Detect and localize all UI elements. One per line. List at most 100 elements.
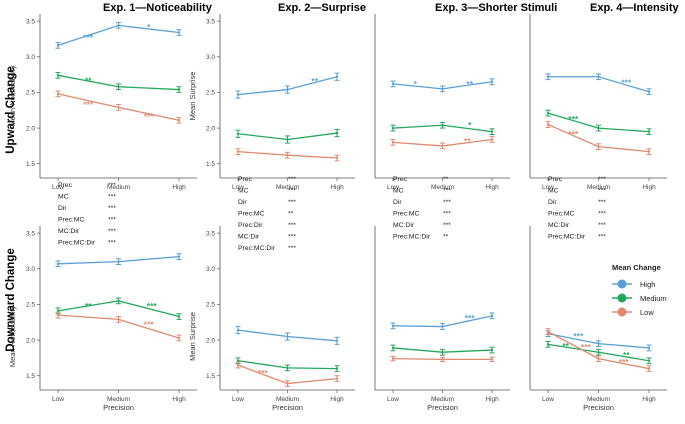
data-point xyxy=(56,92,60,96)
panel-0-0: Exp. 1—Noticeability 1.5 2.0 2.5 3.0 3.5 Low Me… xyxy=(8,2,213,247)
stat-term: MC xyxy=(238,188,249,195)
y-tick-label: 1.5 xyxy=(26,373,35,380)
x-axis-label: Precision xyxy=(103,403,134,412)
y-axis-label: Mean Surprise xyxy=(188,72,197,121)
x-tick-label: Medium xyxy=(587,396,610,403)
x-tick-label: Low xyxy=(387,396,399,403)
data-point xyxy=(647,150,651,153)
data-point xyxy=(391,357,395,360)
y-tick-label: 2.5 xyxy=(206,302,215,309)
significance-marker: *** xyxy=(581,342,592,352)
data-point xyxy=(56,309,60,313)
y-tick-label: 2.0 xyxy=(206,125,215,132)
significance-marker: *** xyxy=(83,100,94,110)
stat-significance: *** xyxy=(108,217,116,224)
data-point xyxy=(647,346,651,350)
y-axis-label: Mean Noticeability xyxy=(8,306,17,368)
stat-term: MC xyxy=(58,194,69,201)
significance-marker: ** xyxy=(85,301,92,311)
data-point xyxy=(177,255,181,258)
y-tick-label: 2.5 xyxy=(26,302,35,309)
stat-term: MC:Dir xyxy=(58,228,80,235)
stat-term: Prec xyxy=(238,176,253,183)
data-point xyxy=(177,31,181,34)
significance-marker: ** xyxy=(466,79,473,89)
significance-marker: *** xyxy=(83,33,94,43)
stat-term: MC:Dir xyxy=(548,222,570,229)
data-point xyxy=(391,346,395,350)
stat-term: Prec:MC xyxy=(58,217,85,224)
data-point xyxy=(441,144,444,148)
significance-marker: *** xyxy=(465,313,476,323)
x-tick-label: High xyxy=(485,396,499,403)
x-tick-label: Low xyxy=(542,184,554,191)
legend-marker xyxy=(617,293,627,303)
significance-marker: * xyxy=(147,22,151,32)
x-axis-label: Precision xyxy=(272,403,303,412)
stat-significance: *** xyxy=(108,205,116,212)
x-tick-label: Low xyxy=(542,396,554,403)
data-point xyxy=(391,126,395,130)
significance-marker: *** xyxy=(573,331,584,341)
data-point xyxy=(546,111,550,115)
legend-title: Mean Change xyxy=(612,263,661,272)
data-point xyxy=(236,93,240,96)
stat-significance: *** xyxy=(443,211,451,218)
stat-term: Dir xyxy=(238,199,247,206)
significance-marker: * xyxy=(414,79,418,89)
data-point xyxy=(490,314,494,318)
significance-marker: *** xyxy=(568,129,579,139)
data-point xyxy=(56,44,60,47)
significance-marker: *** xyxy=(619,357,630,367)
row-label-downward: Downward Change xyxy=(5,248,17,352)
x-axis-label: Precision xyxy=(583,403,614,412)
stat-term: Prec xyxy=(393,176,408,183)
data-point xyxy=(177,119,181,122)
data-point xyxy=(335,377,339,380)
data-point xyxy=(546,75,550,78)
data-point xyxy=(647,367,651,370)
data-point xyxy=(335,339,339,342)
data-point xyxy=(335,156,339,160)
data-point xyxy=(117,318,120,321)
row-label-upward: Upward Change xyxy=(5,66,17,154)
significance-marker: ** xyxy=(464,136,471,146)
x-tick-label: Low xyxy=(232,184,244,191)
stat-significance: *** xyxy=(598,199,606,206)
data-point xyxy=(597,145,600,148)
y-axis-label: Mean Noticeability xyxy=(8,65,17,127)
stat-significance: *** xyxy=(108,228,116,235)
y-tick-label: 2.0 xyxy=(206,337,215,344)
y-tick-label: 1.5 xyxy=(206,373,215,380)
y-tick-label: 3.5 xyxy=(206,18,215,25)
y-tick-label: 3.5 xyxy=(26,230,35,237)
data-point xyxy=(490,130,494,133)
x-tick-label: Medium xyxy=(276,396,299,403)
stat-significance: *** xyxy=(443,188,451,195)
y-tick-label: 3.0 xyxy=(206,54,215,61)
data-point xyxy=(335,75,339,78)
data-point xyxy=(335,131,339,135)
data-point xyxy=(236,359,240,362)
stat-term: MC xyxy=(548,188,559,195)
x-tick-label: High xyxy=(172,184,186,191)
y-tick-label: 3.5 xyxy=(206,230,215,237)
stat-significance: ** xyxy=(288,211,294,218)
data-point xyxy=(56,313,60,317)
x-tick-label: Medium xyxy=(431,184,454,191)
stat-term: Prec:Dir xyxy=(238,222,263,229)
data-point xyxy=(117,24,120,27)
data-point xyxy=(286,88,289,91)
panel-title: Exp. 1—Noticeability xyxy=(103,2,213,14)
data-point xyxy=(236,132,240,135)
significance-marker: ** xyxy=(311,76,318,86)
significance-marker: *** xyxy=(144,319,155,329)
panel-1-2: Low Medium High Precision *** xyxy=(374,226,510,412)
stat-term: MC:Dir xyxy=(393,222,415,229)
stat-significance: ** xyxy=(443,234,449,241)
data-point xyxy=(441,325,444,328)
legend-item-label: High xyxy=(640,280,655,289)
legend-marker xyxy=(617,307,627,317)
stat-term: Prec:MC xyxy=(393,211,420,218)
